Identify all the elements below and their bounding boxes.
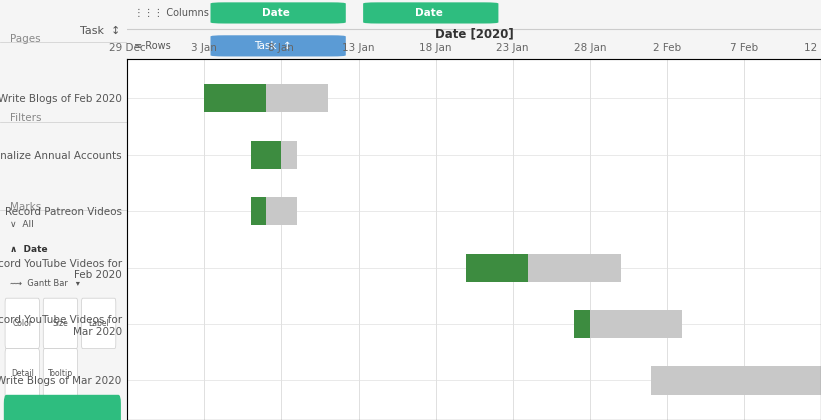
Bar — [250, 197, 266, 225]
Bar — [266, 84, 328, 113]
Bar — [528, 254, 621, 282]
Bar — [204, 84, 266, 113]
Bar — [466, 254, 528, 282]
Text: Detail: Detail — [11, 369, 34, 378]
X-axis label: Date [2020]: Date [2020] — [435, 28, 513, 41]
Text: Label: Label — [88, 319, 109, 328]
FancyBboxPatch shape — [44, 349, 78, 399]
Bar — [250, 141, 282, 169]
FancyBboxPatch shape — [5, 298, 39, 349]
FancyBboxPatch shape — [4, 395, 121, 420]
Text: Size: Size — [53, 319, 68, 328]
Text: Pages: Pages — [10, 34, 41, 44]
Bar — [651, 366, 821, 395]
Text: Filters: Filters — [10, 113, 42, 123]
FancyBboxPatch shape — [5, 349, 39, 399]
Text: Date: Date — [415, 8, 443, 18]
FancyBboxPatch shape — [210, 3, 346, 24]
Bar — [575, 310, 589, 338]
Text: Color: Color — [12, 319, 32, 328]
Text: Marks: Marks — [10, 202, 41, 212]
Text: ∧  Date: ∧ Date — [10, 245, 48, 254]
FancyBboxPatch shape — [210, 35, 346, 56]
FancyBboxPatch shape — [44, 298, 78, 349]
Text: ⋮⋮⋮ Columns: ⋮⋮⋮ Columns — [134, 8, 209, 18]
Text: ≡ Rows: ≡ Rows — [134, 41, 171, 51]
Bar — [589, 310, 682, 338]
FancyBboxPatch shape — [81, 298, 116, 349]
Text: ∨  All: ∨ All — [10, 220, 34, 229]
Text: Date: Date — [263, 8, 291, 18]
Text: Task  ↕: Task ↕ — [254, 41, 291, 51]
Text: Tooltip: Tooltip — [48, 369, 73, 378]
Bar — [282, 141, 297, 169]
FancyBboxPatch shape — [363, 3, 498, 24]
Bar — [266, 197, 297, 225]
Text: ⟿  Gantt Bar   ▾: ⟿ Gantt Bar ▾ — [10, 278, 80, 288]
Text: Task  ↕: Task ↕ — [80, 26, 121, 36]
